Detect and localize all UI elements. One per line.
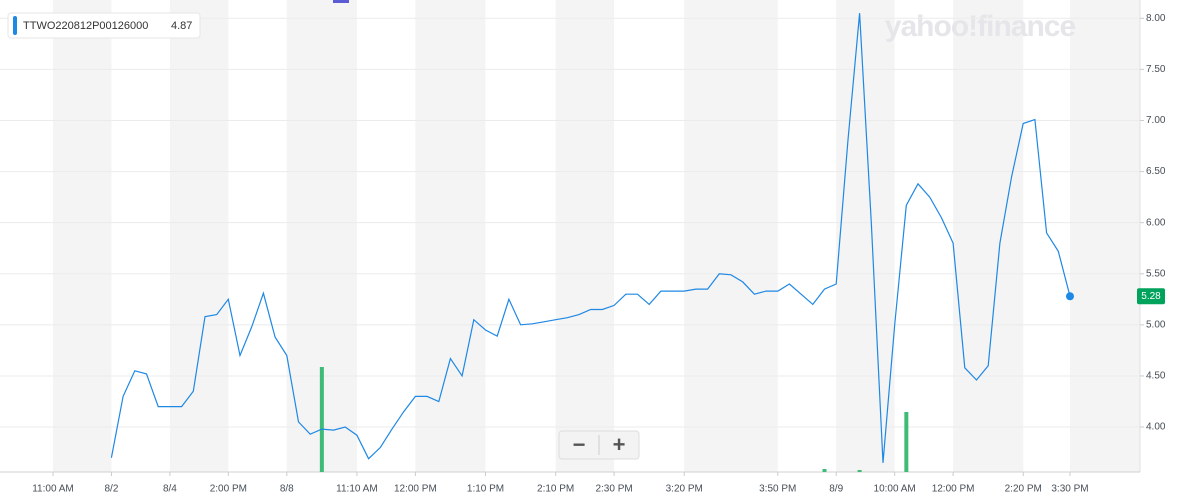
shade-band <box>415 0 486 472</box>
x-tick-label: 11:10 AM <box>336 484 378 495</box>
zoom-button[interactable]: − <box>573 432 586 457</box>
shade-band <box>169 0 229 472</box>
shade-band <box>684 0 778 472</box>
price-badge-label: 5.28 <box>1141 291 1161 302</box>
y-tick-label: 8.00 <box>1146 13 1166 24</box>
volume-bar <box>319 367 324 472</box>
zoom-button[interactable]: + <box>613 432 626 457</box>
volume-bar <box>857 470 862 472</box>
x-tick-label: 2:00 PM <box>210 484 247 495</box>
legend-name: TTWO220812P00126000 <box>23 20 148 32</box>
legend-swatch <box>13 16 17 35</box>
y-tick-label: 6.00 <box>1146 217 1166 228</box>
y-tick-label: 7.00 <box>1146 115 1166 126</box>
volume-bar <box>904 412 909 472</box>
y-tick-label: 6.50 <box>1146 166 1166 177</box>
top-marker <box>333 0 349 3</box>
last-point <box>1066 292 1074 301</box>
x-tick-label: 3:20 PM <box>666 484 703 495</box>
x-tick-label: 8/8 <box>280 484 294 495</box>
x-tick-label: 1:10 PM <box>467 484 504 495</box>
watermark: yahoo!finance <box>885 10 1076 43</box>
price-line <box>110 13 1071 463</box>
legend-value: 4.87 <box>171 20 192 32</box>
x-tick-label: 12:00 PM <box>932 484 975 495</box>
shade-band <box>836 0 895 472</box>
x-tick-label: 8/4 <box>163 484 177 495</box>
volume-bar <box>822 469 827 472</box>
x-tick-label: 8/2 <box>104 484 118 495</box>
x-tick-label: 2:30 PM <box>595 484 632 495</box>
y-tick-label: 4.00 <box>1146 422 1166 433</box>
shade-band <box>1070 0 1140 472</box>
shade-band <box>555 0 615 472</box>
x-tick-label: 2:20 PM <box>1005 484 1042 495</box>
x-tick-label: 10:00 AM <box>874 484 916 495</box>
x-tick-label: 11:00 AM <box>32 484 74 495</box>
legend-box <box>7 12 201 39</box>
x-tick-label: 3:30 PM <box>1051 484 1088 495</box>
y-tick-label: 7.50 <box>1146 64 1166 75</box>
price-badge <box>1137 288 1165 305</box>
x-tick-label: 2:10 PM <box>537 484 574 495</box>
y-tick-label: 4.50 <box>1146 371 1166 382</box>
shade-band <box>953 0 1024 472</box>
y-tick-label: 5.50 <box>1146 268 1166 279</box>
x-tick-label: 12:00 PM <box>394 484 437 495</box>
shade-band <box>53 0 112 472</box>
x-tick-label: 8/9 <box>829 484 843 495</box>
y-tick-label: 5.00 <box>1146 319 1166 330</box>
x-tick-label: 3:50 PM <box>759 484 796 495</box>
